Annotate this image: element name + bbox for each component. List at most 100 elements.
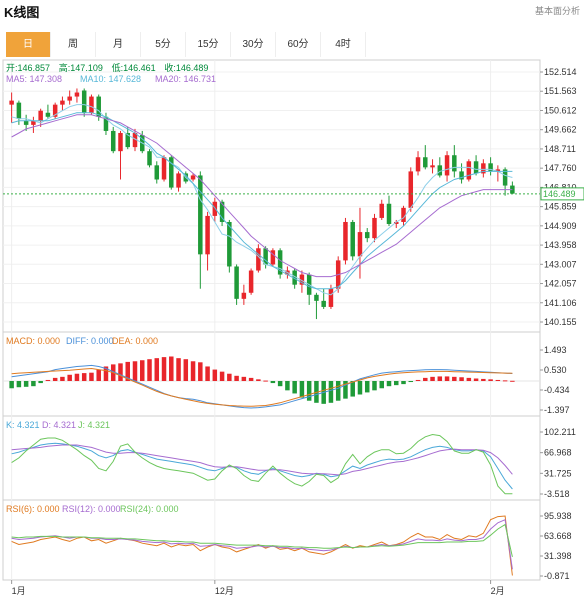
ohlc-high: 高:147.109: [59, 62, 103, 73]
main-y-tick-label: 142.057: [544, 279, 577, 289]
candle-body: [205, 215, 210, 255]
macd-y-tick-label: 0.530: [544, 365, 567, 375]
candle-body: [118, 132, 123, 152]
candle-body: [38, 110, 43, 121]
macd-bar: [198, 362, 203, 381]
candle-body: [198, 175, 203, 255]
macd-bar: [103, 366, 109, 381]
candle-body: [96, 96, 101, 117]
tab-month[interactable]: 月: [96, 32, 141, 57]
candle-body: [52, 104, 58, 117]
candle-body: [299, 274, 305, 285]
candle-body: [314, 294, 319, 301]
dea-legend: DEA: 0.000: [112, 336, 158, 346]
candle-body: [241, 292, 247, 299]
x-tick-label: 12月: [215, 586, 234, 596]
candle-body: [328, 288, 334, 307]
candle-body: [169, 157, 174, 188]
main-y-tick-label: 144.909: [544, 221, 577, 231]
diff-line: [11, 364, 513, 409]
tab-5min[interactable]: 5分: [141, 32, 186, 57]
candle-body: [437, 165, 443, 176]
candle-body: [74, 92, 80, 97]
macd-bar: [408, 380, 414, 383]
fundamental-analysis-link[interactable]: 基本面分析: [534, 6, 580, 16]
macd-bar: [423, 377, 428, 381]
candle-body: [89, 96, 94, 113]
macd-y-tick-label: -0.434: [544, 385, 570, 395]
candle-body: [415, 157, 421, 172]
header: K线图 基本面分析: [0, 0, 584, 24]
candle-body: [110, 130, 116, 152]
candle-body: [379, 203, 384, 218]
macd-bar: [394, 380, 399, 386]
macd-bar: [38, 380, 43, 384]
macd-bar: [74, 373, 80, 381]
kdj-y-tick-label: 102.211: [544, 427, 576, 437]
current-price-tag: [540, 187, 584, 201]
candle-body: [234, 266, 239, 299]
macd-bar: [415, 379, 421, 381]
candle-body: [357, 232, 363, 257]
macd-bar: [52, 377, 58, 381]
candle-body: [452, 155, 457, 172]
x-tick-label: 1月: [12, 586, 26, 596]
candle-body: [394, 221, 399, 224]
candle-body: [401, 207, 406, 222]
macd-bar: [473, 378, 479, 381]
macd-bar: [335, 380, 341, 401]
main-y-tick-label: 148.711: [544, 144, 576, 154]
ma20-line: [11, 114, 513, 278]
macd-bar: [241, 376, 247, 381]
main-y-tick-label: 151.563: [544, 86, 577, 96]
rsi12-line: [11, 518, 513, 570]
rsi-y-tick-label: 63.668: [544, 531, 572, 541]
candle-body: [459, 171, 464, 180]
candle-body: [408, 171, 414, 208]
current-price-label: 146.489: [543, 189, 576, 199]
macd-bar: [285, 380, 290, 391]
candle-body: [154, 165, 160, 180]
tab-60min[interactable]: 60分: [276, 32, 321, 57]
macd-bar: [357, 380, 363, 395]
tab-15min[interactable]: 15分: [186, 32, 231, 57]
main-y-tick-label: 143.958: [544, 240, 577, 250]
macd-bar: [16, 380, 22, 388]
macd-bar: [270, 380, 276, 384]
macd-bar: [60, 376, 65, 381]
tab-day[interactable]: 日: [6, 32, 51, 57]
candle-body: [161, 157, 167, 180]
candle-body: [423, 157, 428, 168]
x-tick-label: 2月: [491, 586, 505, 596]
tab-30min[interactable]: 30分: [231, 32, 276, 57]
candle-body: [9, 100, 14, 105]
candle-body: [31, 120, 36, 125]
period-tabs: 日周月 5分 15分 30分 60分 4时: [6, 32, 366, 57]
chart-frame: [2, 59, 541, 581]
tab-4h[interactable]: 4时: [321, 32, 366, 57]
rsi24-legend: RSI(24): 0.000: [120, 504, 179, 514]
macd-bar: [510, 380, 515, 382]
macd-bar: [292, 380, 297, 394]
d-line: [11, 444, 513, 476]
macd-bar: [350, 380, 355, 397]
macd-bar: [31, 380, 36, 387]
candle-body: [176, 173, 181, 188]
macd-bar: [169, 356, 174, 381]
macd-bar: [502, 380, 508, 382]
j-legend: J: 4.321: [78, 420, 110, 430]
candle-body: [495, 169, 501, 172]
candle-body: [386, 203, 392, 224]
candle-body: [372, 217, 377, 239]
macd-bar: [386, 380, 392, 387]
macd-bar: [430, 376, 435, 381]
candle-body: [292, 270, 297, 285]
candle-body: [444, 155, 450, 176]
macd-bar: [481, 378, 486, 381]
macd-bar: [256, 379, 261, 381]
macd-bar: [176, 358, 181, 381]
candle-body: [212, 201, 218, 216]
rsi12-legend: RSI(12): 0.000: [62, 504, 121, 514]
tab-week[interactable]: 周: [51, 32, 96, 57]
